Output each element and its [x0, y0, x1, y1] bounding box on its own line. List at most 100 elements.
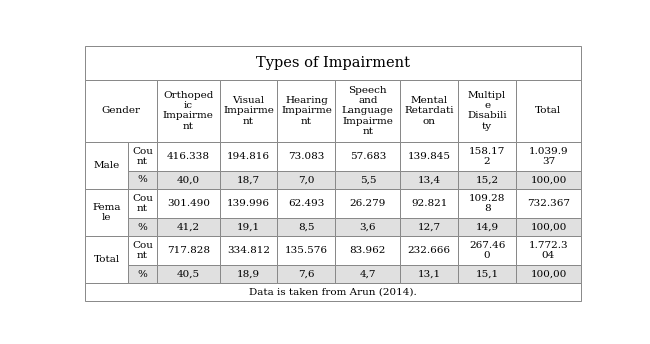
Bar	[335, 80, 400, 142]
Text: Cou
nt: Cou nt	[132, 241, 153, 260]
Text: 100,00: 100,00	[530, 270, 567, 279]
Bar	[516, 218, 581, 236]
Bar	[157, 236, 220, 265]
Bar	[157, 142, 220, 171]
Bar	[335, 142, 400, 171]
Text: 100,00: 100,00	[530, 223, 567, 232]
Text: %: %	[138, 223, 148, 232]
Text: Orthoped
ic
Impairme
nt: Orthoped ic Impairme nt	[163, 92, 214, 130]
Bar	[128, 218, 157, 236]
Bar	[335, 265, 400, 283]
Bar	[128, 265, 157, 283]
Text: Cou
nt: Cou nt	[132, 147, 153, 166]
Bar	[128, 171, 157, 189]
Text: 267.46
0: 267.46 0	[469, 241, 505, 260]
Text: 19,1: 19,1	[237, 223, 260, 232]
Bar	[157, 171, 220, 189]
Bar	[128, 236, 157, 265]
Bar	[128, 265, 157, 283]
Text: Total: Total	[536, 106, 562, 116]
Text: Multipl
e
Disabili
ty: Multipl e Disabili ty	[467, 92, 507, 130]
Bar	[400, 265, 458, 283]
Text: 57.683: 57.683	[350, 152, 386, 161]
Bar	[458, 80, 516, 142]
Text: %: %	[138, 175, 148, 184]
Bar	[220, 189, 278, 218]
Text: 416.338: 416.338	[167, 152, 210, 161]
Text: 73.083: 73.083	[288, 152, 324, 161]
Text: 717.828: 717.828	[167, 246, 210, 255]
Bar	[458, 189, 516, 218]
Text: 40,5: 40,5	[177, 270, 200, 279]
Text: 135.576: 135.576	[285, 246, 328, 255]
Bar	[335, 218, 400, 236]
Bar	[400, 218, 458, 236]
Text: 15,1: 15,1	[476, 270, 499, 279]
Bar	[157, 265, 220, 283]
Text: 232.666: 232.666	[408, 246, 450, 255]
Text: 8,5: 8,5	[298, 223, 315, 232]
Text: 7,0: 7,0	[298, 175, 315, 184]
Bar	[516, 171, 581, 189]
Bar	[458, 142, 516, 171]
Bar	[220, 265, 278, 283]
Text: 40,0: 40,0	[177, 175, 200, 184]
Bar	[458, 218, 516, 236]
Text: 1.772.3
04: 1.772.3 04	[528, 241, 568, 260]
Text: 41,2: 41,2	[177, 223, 200, 232]
Text: Types of Impairment: Types of Impairment	[256, 56, 410, 70]
Text: 5,5: 5,5	[359, 175, 376, 184]
Text: Total: Total	[94, 255, 120, 264]
Bar	[157, 218, 220, 236]
Bar	[278, 171, 335, 189]
Text: 139.845: 139.845	[408, 152, 450, 161]
Bar	[128, 171, 157, 189]
Bar	[400, 80, 458, 142]
Bar	[400, 218, 458, 236]
Bar	[335, 171, 400, 189]
Text: Gender: Gender	[101, 106, 140, 116]
Bar	[335, 218, 400, 236]
Bar	[278, 189, 335, 218]
Bar	[85, 283, 581, 301]
Bar	[335, 171, 400, 189]
Bar	[516, 80, 581, 142]
Text: 92.821: 92.821	[411, 199, 447, 208]
Bar	[516, 218, 581, 236]
Bar	[85, 46, 581, 80]
Text: 732.367: 732.367	[527, 199, 570, 208]
Bar	[157, 80, 220, 142]
Text: 100,00: 100,00	[530, 175, 567, 184]
Bar	[458, 265, 516, 283]
Bar	[335, 189, 400, 218]
Bar	[335, 265, 400, 283]
Bar	[220, 218, 278, 236]
Text: 18,9: 18,9	[237, 270, 260, 279]
Bar	[128, 189, 157, 218]
Text: Data is taken from Arun (2014).: Data is taken from Arun (2014).	[249, 288, 417, 297]
Bar	[85, 189, 128, 236]
Bar	[157, 265, 220, 283]
Bar	[85, 142, 128, 189]
Text: 13,1: 13,1	[418, 270, 441, 279]
Bar	[128, 142, 157, 171]
Text: 7,6: 7,6	[298, 270, 315, 279]
Text: Speech
and
Language
Impairme
nt: Speech and Language Impairme nt	[342, 86, 394, 136]
Bar	[400, 171, 458, 189]
Bar	[458, 171, 516, 189]
Bar	[516, 171, 581, 189]
Bar	[220, 265, 278, 283]
Text: Cou
nt: Cou nt	[132, 194, 153, 213]
Bar	[157, 189, 220, 218]
Text: 334.812: 334.812	[227, 246, 270, 255]
Bar	[400, 189, 458, 218]
Bar	[85, 80, 157, 142]
Text: 139.996: 139.996	[227, 199, 270, 208]
Bar	[157, 171, 220, 189]
Text: 301.490: 301.490	[167, 199, 210, 208]
Bar	[278, 265, 335, 283]
Text: 3,6: 3,6	[359, 223, 376, 232]
Text: Fema
le: Fema le	[92, 203, 121, 222]
Text: 83.962: 83.962	[350, 246, 386, 255]
Bar	[458, 265, 516, 283]
